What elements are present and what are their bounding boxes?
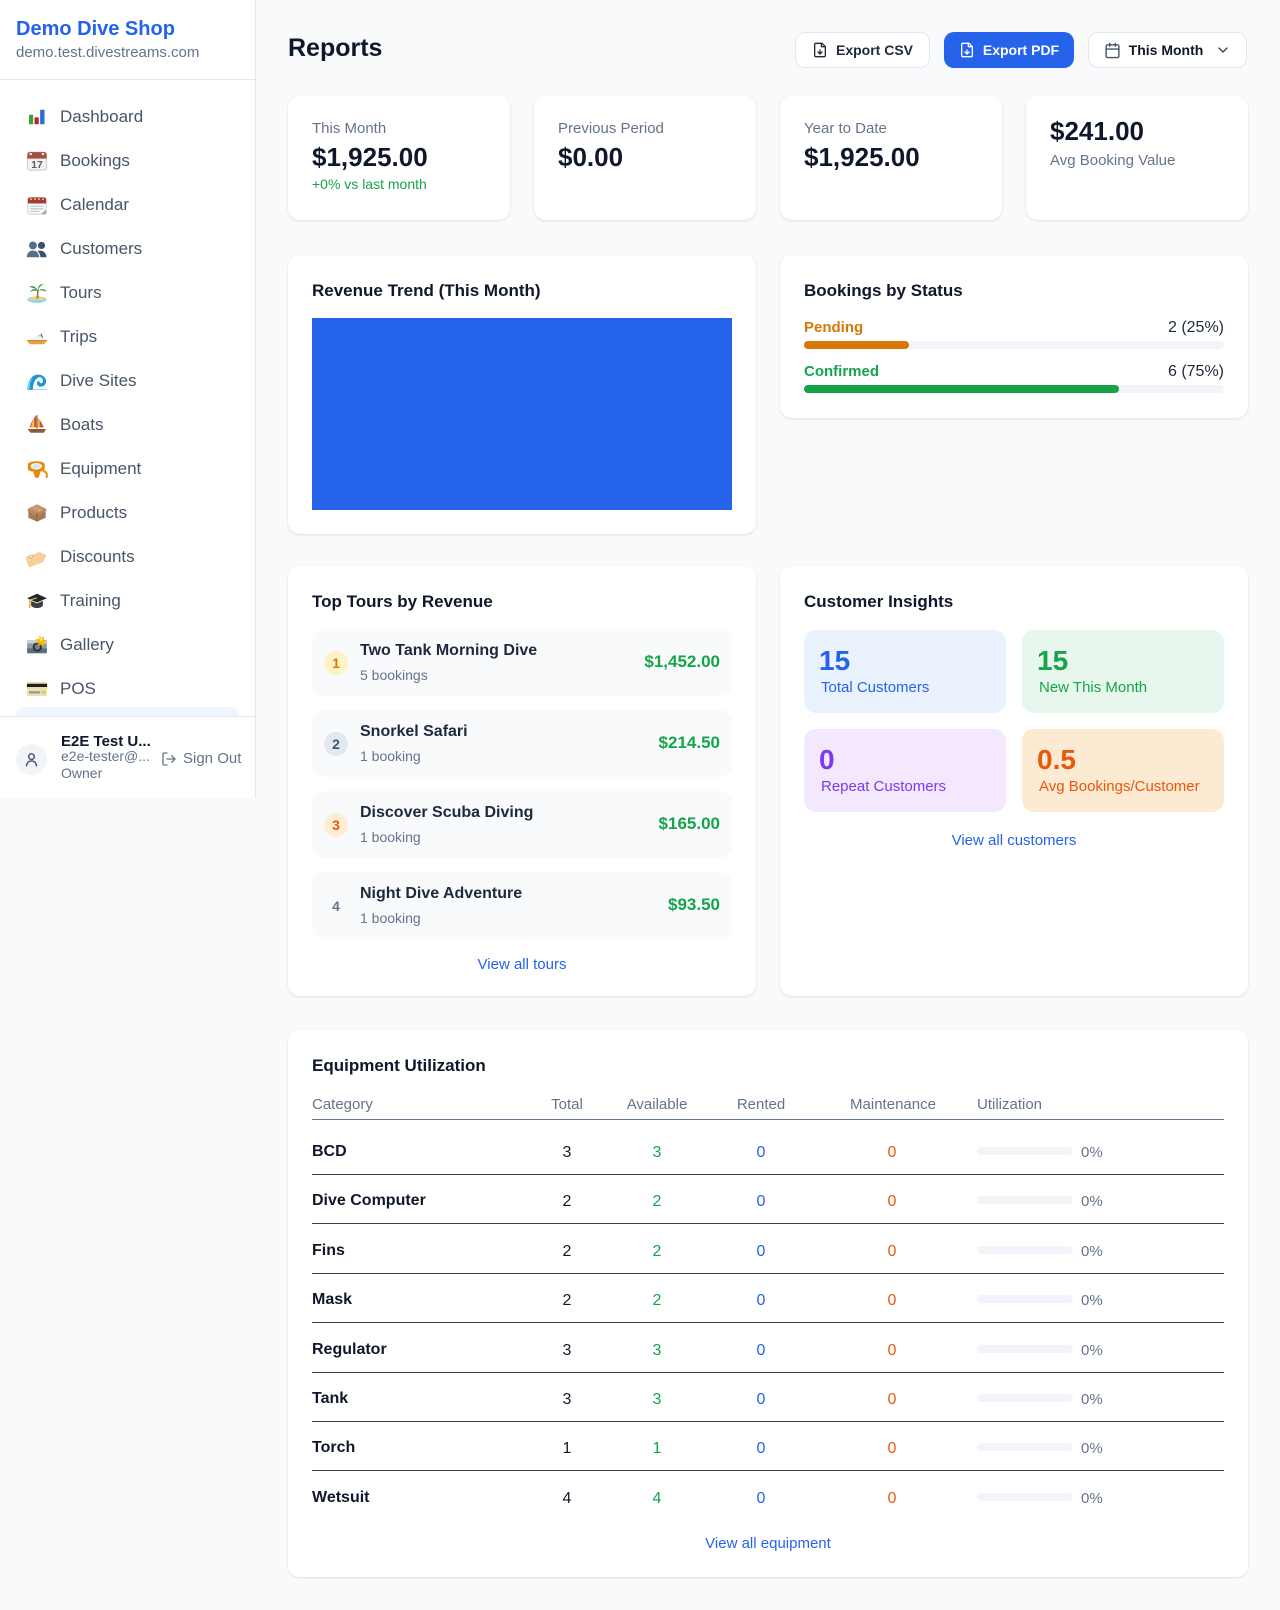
svg-text:17: 17 [31, 160, 43, 171]
